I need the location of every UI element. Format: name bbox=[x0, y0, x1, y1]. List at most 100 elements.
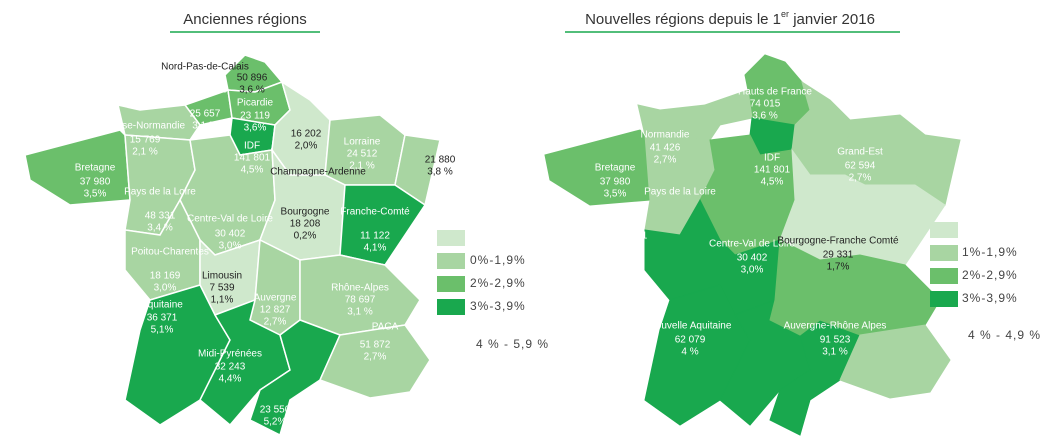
region-rate: 3,1 % bbox=[347, 307, 373, 318]
region-rate: 3,1 % bbox=[192, 121, 218, 132]
region-name: Haute-Normandie bbox=[149, 85, 228, 96]
region-name: Bourgogne-Franche Comté bbox=[777, 236, 899, 247]
region-name: Centre-Val de Loire bbox=[709, 239, 795, 250]
legend-label: 3%-3,9% bbox=[962, 291, 1018, 305]
region-population: 25 657 bbox=[190, 109, 221, 120]
region-name: Rhône-Alpes bbox=[331, 283, 389, 294]
region-name: Pays de la Loire bbox=[124, 187, 196, 198]
region-population: 29 331 bbox=[823, 250, 854, 261]
region-name: Poitou-Charentes bbox=[131, 247, 209, 258]
region-rate: 1,1% bbox=[211, 295, 234, 306]
region-rate: 4,5% bbox=[241, 165, 264, 176]
legend-label: 3%-3,9% bbox=[470, 299, 526, 313]
legend-label: 4 % - 4,9 % bbox=[968, 328, 1041, 342]
region-rate: 3,8 % bbox=[427, 167, 453, 178]
legend-swatch bbox=[437, 299, 465, 315]
region-population: 48 331 bbox=[617, 231, 648, 242]
region-name: Lorraine bbox=[344, 137, 381, 148]
legend-label: 1%-1,9% bbox=[962, 245, 1018, 259]
region-population: 15 769 bbox=[130, 135, 161, 146]
region-population: 74 015 bbox=[750, 99, 781, 110]
region bbox=[318, 324, 431, 399]
region-name: PACA bbox=[372, 322, 399, 333]
region-population: 23 119 bbox=[240, 111, 270, 122]
region-population: 21 880 bbox=[425, 155, 456, 166]
region-name: Nord-Pas-de-Calais bbox=[161, 62, 249, 73]
legend-swatch bbox=[930, 222, 958, 238]
region-population: 12 827 bbox=[260, 305, 291, 316]
region bbox=[249, 319, 342, 437]
region-population: 141 801 bbox=[234, 153, 271, 164]
legend-swatch bbox=[437, 230, 465, 246]
region-name: Picardie bbox=[237, 98, 274, 109]
region-name: Bretagne bbox=[75, 163, 116, 174]
legend-label: 2%-2,9% bbox=[962, 268, 1018, 282]
region-population: 50 896 bbox=[237, 73, 268, 84]
region-rate: 4,5% bbox=[761, 177, 784, 188]
region-rate: 2,7% bbox=[264, 317, 287, 328]
region-rate: 3,6 % bbox=[239, 85, 265, 96]
region-name: IDF bbox=[244, 141, 260, 152]
region-population: 11 122 bbox=[360, 231, 390, 242]
legend-swatch bbox=[437, 276, 465, 292]
region-rate: 4,1% bbox=[364, 243, 387, 254]
title-part: janvier 2016 bbox=[789, 11, 875, 28]
legend-swatch bbox=[930, 291, 958, 307]
region-rate: 2,0% bbox=[295, 141, 318, 152]
region bbox=[859, 184, 946, 266]
region-population: 51 872 bbox=[360, 340, 391, 351]
region-population: 32 243 bbox=[215, 362, 246, 373]
region-population: 62 594 bbox=[845, 161, 876, 172]
region-name: Aquitaine bbox=[141, 300, 183, 311]
region-name: Bourgogne bbox=[281, 207, 330, 218]
region-population: 18 208 bbox=[290, 219, 321, 230]
region-population: 41 426 bbox=[650, 143, 681, 154]
region-name: Nouvelle Aquitaine bbox=[649, 321, 732, 332]
region-population: 30 402 bbox=[215, 229, 246, 240]
region-population: 18 169 bbox=[150, 271, 181, 282]
region-population: 7 539 bbox=[209, 283, 234, 294]
region-name: Bretagne bbox=[595, 163, 636, 174]
region-population: 30 402 bbox=[737, 253, 768, 264]
region-population: 16 202 bbox=[291, 129, 322, 140]
region-rate: 1,7% bbox=[827, 262, 850, 273]
region-name: Auvergne-Rhône Alpes bbox=[784, 321, 887, 332]
region-name: Pays de la Loire bbox=[644, 187, 716, 198]
region-name: Normandie bbox=[641, 130, 690, 141]
region-population: 62 079 bbox=[675, 335, 706, 346]
new-title: Nouvelles régions depuis le 1er janvier … bbox=[585, 9, 875, 28]
region-rate: 3,6 % bbox=[752, 111, 778, 122]
region-rate: 2,7% bbox=[654, 155, 677, 166]
region-name: Grand-Est bbox=[837, 147, 883, 158]
legend-swatch bbox=[437, 253, 465, 269]
region-population: 141 801 bbox=[754, 165, 791, 176]
old-title: Anciennes régions bbox=[183, 11, 306, 28]
region-name: Franche-Comté bbox=[340, 207, 410, 218]
region-rate: 4,4% bbox=[219, 374, 242, 385]
region-name: Auvergne bbox=[254, 293, 297, 304]
region-population: 24 512 bbox=[347, 149, 378, 160]
region-rate: 3,4 % bbox=[147, 223, 173, 234]
region-rate: 2,1 % bbox=[132, 147, 158, 158]
region-rate: 2,1 % bbox=[349, 161, 375, 172]
region-population: 91 523 bbox=[820, 335, 851, 346]
region-name: Limousin bbox=[202, 271, 242, 282]
region-rate: 5,2% bbox=[264, 417, 287, 428]
legend-label: 0%-1,9% bbox=[470, 253, 526, 267]
region-rate: 3,4 % bbox=[619, 243, 645, 254]
region-population: 78 697 bbox=[345, 295, 376, 306]
legend-label: 4 % - 5,9 % bbox=[476, 337, 549, 351]
region-rate: 3,0% bbox=[219, 241, 242, 252]
region-name: Basse-Normandie bbox=[105, 121, 185, 132]
region-rate: 2,7% bbox=[364, 352, 387, 363]
legend-swatch bbox=[930, 245, 958, 261]
region-name: Centre-Val de Loire bbox=[187, 214, 273, 225]
region-rate: 0,2% bbox=[294, 231, 317, 242]
region-rate: 3,5% bbox=[84, 189, 107, 200]
region-name: Hauts de France bbox=[738, 87, 812, 98]
region-population: 23 550 bbox=[260, 405, 291, 416]
region-population: 37 980 bbox=[80, 177, 111, 188]
region-population: 48 331 bbox=[145, 211, 176, 222]
